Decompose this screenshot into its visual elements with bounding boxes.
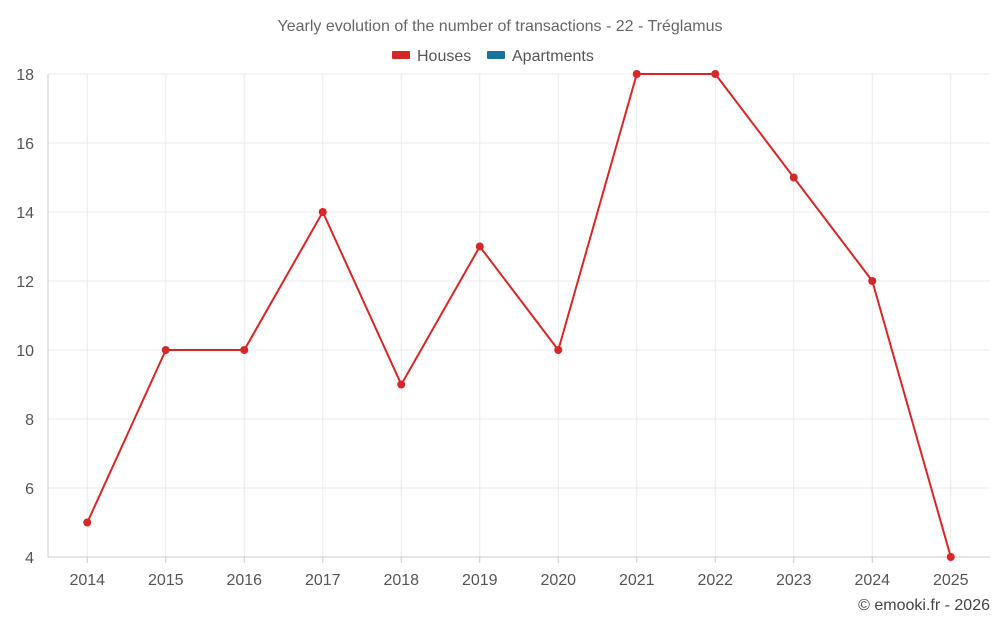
legend: Houses Apartments (392, 48, 594, 65)
legend-swatch-houses (392, 51, 410, 59)
grid: 4 6 8 10 12 14 16 18 (16, 67, 990, 567)
series-line-houses (86, 73, 952, 558)
legend-label-apartments: Apartments (512, 48, 594, 65)
chart-title: Yearly evolution of the number of transa… (278, 18, 723, 35)
data-point-houses[interactable] (83, 518, 92, 527)
series-layer (83, 70, 955, 561)
y-tick-label: 4 (25, 550, 34, 567)
credit-text: © emooki.fr - 2026 (858, 597, 990, 614)
axes: 2014 2015 2016 2017 2018 2019 2020 2021 2022 2023… (47, 74, 990, 589)
legend-item-apartments[interactable]: Apartments (487, 48, 594, 65)
x-tick-label: 2022 (697, 572, 733, 589)
y-tick-label: 10 (16, 343, 34, 360)
data-point-houses[interactable] (240, 346, 249, 354)
x-tick-label: 2020 (540, 572, 576, 589)
data-point-houses[interactable] (554, 346, 563, 354)
legend-label-houses: Houses (417, 48, 471, 65)
data-point-houses[interactable] (632, 70, 641, 78)
y-tick-label: 18 (16, 67, 34, 84)
data-point-houses[interactable] (789, 173, 798, 182)
x-tick-label: 2014 (69, 572, 105, 589)
data-point-houses[interactable] (868, 277, 877, 285)
x-tick-label: 2018 (383, 572, 419, 589)
data-point-houses[interactable] (946, 553, 955, 561)
y-tick-label: 14 (16, 205, 34, 222)
x-tick-label: 2015 (148, 572, 184, 589)
x-tick-label: 2017 (305, 572, 341, 589)
x-tick-label: 2016 (226, 572, 262, 589)
data-point-houses[interactable] (318, 208, 327, 216)
data-point-houses[interactable] (397, 380, 406, 389)
y-tick-label: 12 (16, 274, 34, 291)
x-tick-label: 2021 (619, 572, 655, 589)
data-point-houses[interactable] (475, 242, 484, 251)
y-tick-label: 8 (25, 412, 34, 429)
x-tick-label: 2024 (854, 572, 890, 589)
legend-swatch-apartments (487, 51, 505, 59)
y-tick-label: 6 (25, 481, 34, 498)
x-tick-label: 2023 (776, 572, 812, 589)
y-tick-label: 16 (16, 136, 34, 153)
data-point-houses[interactable] (161, 346, 170, 354)
x-tick-label: 2025 (933, 572, 969, 589)
legend-item-houses[interactable]: Houses (392, 48, 471, 65)
data-point-houses[interactable] (711, 70, 720, 78)
x-tick-label: 2019 (462, 572, 498, 589)
